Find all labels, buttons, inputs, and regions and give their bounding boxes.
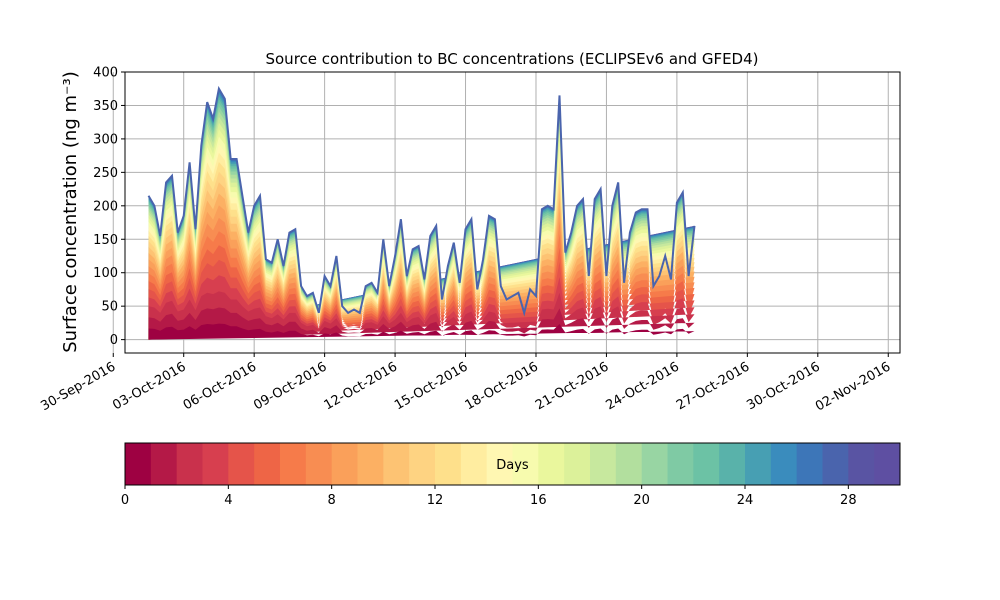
y-tick-label: 350 (93, 99, 118, 114)
colorbar-swatch (770, 443, 798, 485)
x-tick-label: 09-Oct-2016 (251, 359, 329, 413)
y-tick-label: 150 (93, 233, 118, 248)
y-tick-label: 250 (93, 166, 118, 181)
colorbar-tick-label: 8 (328, 493, 336, 508)
colorbar-swatch (641, 443, 668, 485)
colorbar-swatch (538, 443, 565, 485)
colorbar-label: Days (496, 458, 529, 473)
x-tick-label: 21-Oct-2016 (533, 359, 611, 413)
y-tick-label: 0 (110, 333, 118, 348)
x-tick-label: 02-Nov-2016 (813, 359, 893, 414)
chart-title: Source contribution to BC concentrations… (265, 50, 758, 68)
colorbar-swatch (383, 443, 410, 485)
y-axis-label: Surface concentration (ng m⁻³) (60, 71, 81, 353)
colorbar-swatch (486, 443, 513, 485)
x-tick-label: 30-Oct-2016 (744, 359, 822, 413)
colorbar-swatch (512, 443, 539, 485)
y-tick-label: 400 (93, 66, 118, 81)
colorbar-swatch (460, 443, 488, 485)
colorbar-frame (124, 442, 901, 486)
colorbar-swatch (719, 443, 746, 485)
colorbar-swatch (357, 443, 384, 485)
colorbar-tick-label: 16 (530, 493, 547, 508)
y-tick-label: 50 (101, 300, 118, 315)
y-tick-label: 100 (93, 266, 118, 281)
colorbar-tick-label: 12 (427, 493, 444, 508)
age-band-1 (148, 307, 695, 340)
x-tick-label: 15-Oct-2016 (392, 359, 470, 413)
colorbar-swatch (305, 443, 333, 485)
colorbar-swatch (280, 443, 307, 485)
colorbar-swatch (874, 443, 901, 485)
x-tick-label: 30-Sep-2016 (38, 359, 118, 414)
colorbar-swatch (615, 443, 643, 485)
x-tick-label: 27-Oct-2016 (674, 359, 752, 413)
colorbar-tick-label: 20 (633, 493, 650, 508)
x-tick-label: 06-Oct-2016 (181, 359, 259, 413)
colorbar-swatch (228, 443, 255, 485)
colorbar-swatch (409, 443, 436, 485)
x-axis: 30-Sep-201603-Oct-201606-Oct-201609-Oct-… (38, 353, 893, 414)
y-tick-label: 300 (93, 132, 118, 147)
colorbar-swatch (848, 443, 875, 485)
x-tick-label: 12-Oct-2016 (322, 359, 400, 413)
stacked-areas (147, 85, 696, 340)
colorbar-tick-label: 0 (121, 493, 129, 508)
colorbar-swatch (331, 443, 358, 485)
colorbar-swatch (125, 443, 152, 485)
colorbar-tick-label: 28 (840, 493, 857, 508)
colorbar-swatch (202, 443, 229, 485)
plot-frame (124, 71, 901, 354)
x-tick-label: 18-Oct-2016 (463, 359, 541, 413)
colorbar-swatch (435, 443, 462, 485)
colorbar-swatch (822, 443, 849, 485)
age-band-0 (148, 323, 695, 340)
colorbar-swatch (796, 443, 823, 485)
x-tick-label: 24-Oct-2016 (604, 359, 682, 413)
y-axis: 0 50 100 150 200 250 300 350 400 (93, 66, 125, 348)
colorbar-swatch (745, 443, 772, 485)
colorbar-swatch (176, 443, 203, 485)
colorbar-tick-label: 24 (737, 493, 754, 508)
y-tick-label: 200 (93, 199, 118, 214)
colorbar-swatch (693, 443, 720, 485)
colorbar-swatch (667, 443, 694, 485)
colorbar-tick-label: 4 (224, 493, 232, 508)
x-tick-label: 03-Oct-2016 (110, 359, 188, 413)
colorbar-swatch (254, 443, 281, 485)
colorbar-swatch (564, 443, 591, 485)
colorbar-swatch (590, 443, 617, 485)
total-line (147, 85, 696, 317)
days-colorbar: Days 0 4 8 12 16 20 24 28 (121, 442, 901, 508)
colorbar-swatch (150, 443, 178, 485)
